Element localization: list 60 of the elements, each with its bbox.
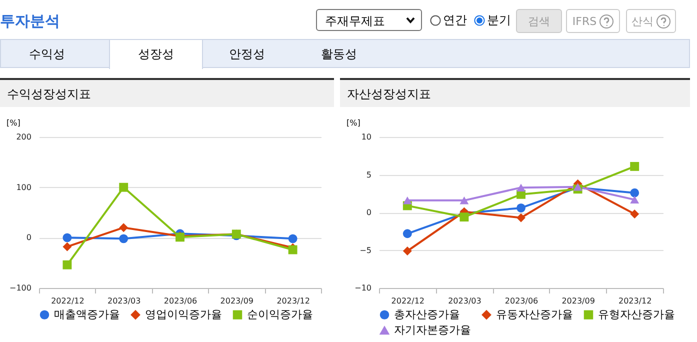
point	[630, 196, 640, 204]
x-tick-label: 2022/12	[51, 296, 84, 306]
legend-label: 유형자산증가율	[598, 308, 675, 321]
point	[119, 182, 128, 192]
x-tick-label: 2023/03	[107, 296, 141, 306]
point	[630, 162, 640, 171]
legend-label: 매출액증가율	[54, 308, 120, 321]
point	[119, 234, 128, 244]
point	[62, 260, 72, 270]
text: 주재무제표	[316, 9, 422, 31]
text: 안정성	[228, 46, 266, 63]
point	[62, 242, 72, 252]
text: 수익성	[28, 46, 66, 63]
point	[630, 210, 640, 218]
point	[516, 213, 526, 222]
x-tick-label: 2023/09	[562, 296, 595, 306]
y-tick-label: 200	[16, 132, 32, 142]
chart-title: 수익성장성지표	[0, 78, 334, 107]
text: 투자분석	[0, 12, 60, 31]
point	[516, 204, 526, 212]
y-tick-label: −100	[10, 284, 32, 292]
legend-label: 유동자산증가율	[496, 308, 573, 321]
text: 분기	[487, 12, 511, 29]
legend-label: 순이익증가율	[247, 308, 313, 321]
text: 활동성	[320, 46, 358, 63]
x-tick-label: 2023/03	[448, 296, 482, 306]
y-axis-title: [%]	[6, 118, 20, 128]
x-tick-label: 2023/06	[164, 296, 198, 306]
point	[402, 246, 412, 256]
point	[516, 184, 526, 192]
point	[630, 188, 640, 198]
legend-label: 총자산증가율	[394, 308, 460, 321]
point	[288, 234, 298, 244]
point	[402, 196, 412, 204]
text: IFRS	[572, 14, 597, 28]
y-tick-label: −5	[360, 246, 372, 255]
x-tick-label: 2023/06	[504, 296, 538, 306]
point	[402, 229, 412, 238]
y-tick-label: −10	[354, 284, 372, 292]
text: 검색	[528, 14, 550, 28]
text: 산식	[632, 14, 654, 28]
legend-label: 자기자본증가율	[394, 324, 471, 336]
point	[62, 233, 72, 242]
x-tick-label: 2023/12	[618, 296, 652, 306]
chart-title: 자산성장성지표	[340, 78, 690, 107]
point	[460, 196, 469, 204]
y-tick-label: 100	[16, 182, 32, 192]
point	[119, 223, 128, 232]
y-tick-label: 0	[366, 208, 372, 217]
x-tick-label: 2023/09	[220, 296, 254, 306]
x-tick-label: 2022/12	[391, 296, 425, 306]
y-tick-label: 10	[361, 132, 372, 142]
y-axis-title: [%]	[346, 118, 360, 128]
text: 성장성	[109, 39, 203, 69]
text: 연간	[443, 12, 467, 29]
legend-label: 영업이익증가율	[145, 308, 222, 321]
point	[460, 212, 469, 222]
x-tick-label: 2023/12	[276, 296, 310, 306]
y-tick-label: 5	[366, 170, 372, 180]
y-tick-label: 0	[26, 233, 32, 242]
